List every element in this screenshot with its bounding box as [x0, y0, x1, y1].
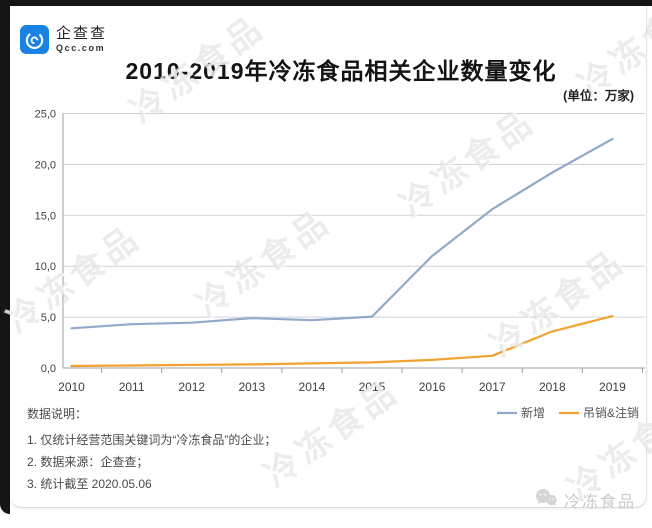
- gridlines: [63, 113, 645, 318]
- notes-heading: 数据说明：: [27, 407, 88, 421]
- x-axis-labels: 2010 2011 2012 2013 2014 2015 2016 2017 2018 2019: [58, 380, 626, 394]
- legend: 新增 吊销&注销: [497, 405, 639, 420]
- chart-title: 2010-2019年冷冻食品相关企业数量变化: [125, 58, 557, 84]
- series-line-1: [70, 315, 614, 368]
- svg-text:2010: 2010: [58, 380, 85, 394]
- qcc-logo: 企查查 Qcc.com: [20, 25, 107, 54]
- chart-card: [10, 6, 647, 508]
- svg-text:2017: 2017: [479, 380, 506, 394]
- svg-text:2019: 2019: [599, 380, 626, 394]
- window-edge-top: [0, 0, 652, 6]
- svg-text:2016: 2016: [419, 380, 446, 394]
- svg-text:2014: 2014: [299, 380, 326, 394]
- svg-text:10,0: 10,0: [35, 261, 56, 273]
- series-line-0: [70, 137, 614, 330]
- note-line: 3. 统计截至 2020.05.06: [27, 477, 152, 491]
- qcc-logo-icon: [20, 25, 49, 54]
- qcc-logo-text: 企查查 Qcc.com: [56, 25, 107, 54]
- svg-text:20,0: 20,0: [35, 159, 56, 171]
- svg-text:2013: 2013: [238, 380, 265, 394]
- axes: [62, 113, 645, 373]
- y-axis-labels: 0,0 5,0 10,0 15,0 20,0 25,0: [35, 109, 56, 376]
- note-line: 2. 数据来源：企查查；: [27, 455, 149, 469]
- svg-text:2015: 2015: [359, 380, 386, 394]
- svg-text:15,0: 15,0: [35, 210, 56, 222]
- wechat-icon: [534, 488, 558, 512]
- svg-text:5,0: 5,0: [41, 312, 56, 324]
- note-line: 1. 仅统计经营范围关键词为“冷冻食品”的企业；: [27, 433, 277, 447]
- unit-label: (单位：万家): [563, 89, 634, 103]
- svg-text:25,0: 25,0: [35, 109, 56, 121]
- account-name: 冷冻食品: [563, 494, 636, 511]
- svg-text:0,0: 0,0: [41, 363, 56, 375]
- data-notes: 数据说明： 1. 仅统计经营范围关键词为“冷冻食品”的企业； 2. 数据来源：企…: [27, 405, 276, 495]
- svg-text:2012: 2012: [178, 380, 205, 394]
- svg-text:吊销&注销: 吊销&注销: [583, 405, 639, 420]
- account-credit: 冷冻食品: [534, 488, 636, 512]
- svg-text:2011: 2011: [119, 380, 145, 394]
- svg-text:新增: 新增: [521, 405, 545, 420]
- svg-text:2018: 2018: [539, 380, 566, 394]
- window-edge-left: [0, 0, 10, 514]
- qcc-logo-domain: Qcc.com: [56, 42, 106, 53]
- qcc-logo-name: 企查查: [56, 24, 108, 42]
